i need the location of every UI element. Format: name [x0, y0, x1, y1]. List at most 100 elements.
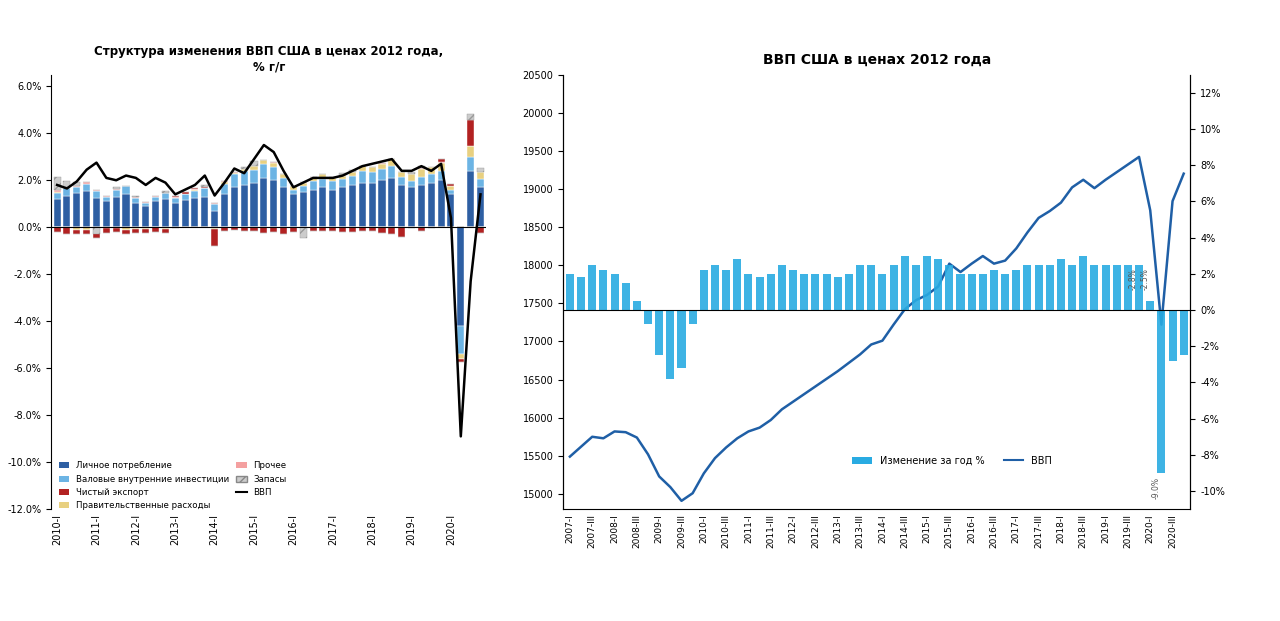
Bar	[300, 227, 307, 233]
Bar	[369, 227, 376, 231]
Bar	[93, 190, 100, 191]
Bar	[310, 227, 316, 231]
Bar	[349, 176, 356, 185]
Bar	[428, 175, 435, 183]
Bar	[251, 170, 257, 183]
Bar	[280, 175, 287, 178]
Bar	[102, 227, 110, 229]
Bar	[408, 175, 415, 181]
Bar	[320, 227, 326, 231]
Bar	[64, 181, 70, 188]
Bar	[54, 189, 60, 192]
Bar	[388, 159, 396, 166]
Bar	[1135, 265, 1143, 310]
Bar	[722, 270, 730, 310]
Bar	[123, 186, 129, 194]
Bar	[417, 166, 425, 168]
Bar	[280, 227, 287, 234]
Bar	[622, 283, 630, 310]
Bar	[655, 310, 663, 355]
Bar	[845, 274, 852, 310]
Bar	[448, 184, 454, 186]
Bar	[172, 196, 179, 197]
Bar	[289, 189, 297, 194]
Bar	[467, 156, 474, 171]
Bar	[911, 265, 920, 310]
Bar	[755, 278, 764, 310]
Bar	[428, 227, 435, 229]
Bar	[172, 227, 179, 229]
Bar	[289, 194, 297, 227]
Bar	[172, 202, 179, 227]
Bar	[339, 176, 346, 179]
Bar	[123, 230, 129, 234]
Bar	[339, 188, 346, 227]
Bar	[192, 189, 198, 191]
Bar	[339, 227, 346, 232]
Bar	[73, 188, 81, 193]
Bar	[823, 274, 831, 310]
Bar	[270, 167, 278, 180]
Bar	[241, 169, 248, 171]
Bar	[467, 114, 474, 120]
Bar	[438, 163, 444, 171]
Bar	[700, 270, 708, 310]
Bar	[300, 186, 307, 192]
Bar	[201, 187, 209, 188]
Bar	[201, 185, 209, 187]
Bar	[408, 172, 415, 174]
Bar	[477, 227, 484, 233]
Bar	[589, 265, 596, 310]
Bar	[260, 164, 268, 178]
Bar	[113, 197, 120, 227]
Bar	[1180, 310, 1188, 355]
Bar	[289, 227, 297, 232]
Bar	[93, 227, 100, 231]
Bar	[467, 120, 474, 146]
Bar	[161, 199, 169, 227]
Bar	[477, 172, 484, 179]
Bar	[83, 182, 90, 184]
Bar	[1146, 301, 1155, 310]
Legend: Личное потребление, Валовые внутренние инвестиции, Чистый экспорт, Правительстве: Личное потребление, Валовые внутренние и…	[55, 458, 291, 514]
Bar	[182, 194, 188, 200]
Bar	[310, 178, 316, 181]
Bar	[161, 227, 169, 229]
Bar	[161, 191, 169, 193]
Bar	[300, 192, 307, 227]
Bar	[946, 265, 954, 310]
Bar	[856, 265, 864, 310]
Bar	[1169, 310, 1176, 361]
Bar	[388, 227, 396, 234]
Bar	[280, 178, 287, 188]
Bar	[448, 194, 454, 227]
Bar	[632, 301, 641, 310]
Bar	[388, 166, 396, 178]
Bar	[379, 227, 385, 233]
Text: -9.0%: -9.0%	[1151, 477, 1160, 499]
Bar	[448, 189, 454, 194]
Bar	[132, 202, 140, 227]
Bar	[398, 177, 406, 185]
Bar	[64, 188, 70, 189]
Bar	[890, 265, 897, 310]
Bar	[428, 167, 435, 175]
Bar	[1012, 270, 1020, 310]
Bar	[448, 186, 454, 189]
Bar	[320, 188, 326, 227]
Bar	[408, 188, 415, 227]
Bar	[398, 185, 406, 227]
Bar	[379, 168, 385, 180]
Bar	[230, 227, 238, 230]
Bar	[201, 197, 209, 227]
Bar	[1157, 310, 1165, 473]
Bar	[83, 191, 90, 227]
Bar	[132, 227, 140, 229]
Bar	[812, 274, 819, 310]
Bar	[251, 166, 257, 170]
Bar	[1046, 265, 1053, 310]
Bar	[54, 177, 60, 189]
Bar	[83, 230, 90, 234]
Bar	[251, 161, 257, 166]
Bar	[379, 180, 385, 227]
